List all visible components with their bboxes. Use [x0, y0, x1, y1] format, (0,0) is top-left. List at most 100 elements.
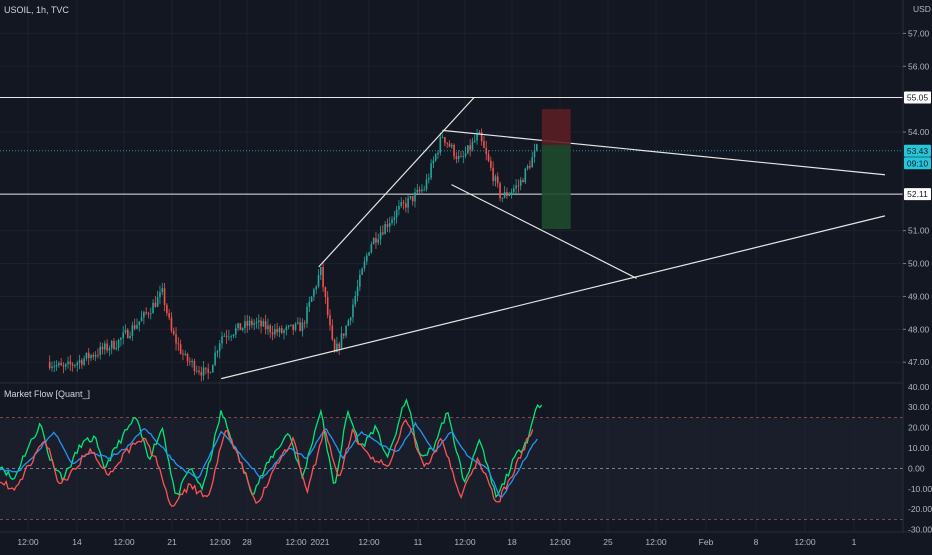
candle-body [269, 325, 272, 333]
take-profit-zone[interactable] [541, 145, 571, 230]
currency-label[interactable]: USD [913, 4, 931, 14]
candle-body [117, 339, 120, 348]
oscillator-pane [0, 397, 903, 520]
candle-body [363, 261, 366, 269]
candle-body [432, 160, 435, 164]
price-axis-label: 49.00 [908, 291, 930, 301]
candle-body [338, 343, 340, 349]
candle-body [317, 275, 320, 287]
candle-body [460, 155, 462, 157]
candle-body [143, 312, 145, 318]
time-axis[interactable]: 12:00 14 12:00 21 12:00 28 12:00 2021 12:00 11 12:… [17, 537, 856, 547]
candle-body [476, 133, 478, 141]
candle-body [90, 355, 92, 359]
candle-body [361, 268, 363, 275]
candle-body [315, 286, 318, 290]
candle-body [232, 334, 235, 337]
price-label-box [904, 144, 931, 157]
candle-body [97, 354, 99, 356]
candle-body [83, 358, 85, 365]
candle-body [464, 153, 467, 157]
candle-body [501, 197, 504, 199]
price-label-text: 52.11 [907, 189, 928, 199]
candle-body [87, 352, 90, 359]
candle-body [53, 366, 56, 368]
candles [48, 128, 538, 382]
candle-body [352, 304, 354, 318]
candle-body [533, 150, 536, 158]
candle-body [239, 323, 242, 331]
candle-body [331, 325, 334, 340]
candle-body [271, 332, 274, 335]
candle-body [255, 322, 258, 324]
indicator-header[interactable]: Market Flow [Quant_] [4, 389, 90, 399]
price-axis-label: 51.00 [908, 226, 930, 236]
candle-body [494, 176, 497, 182]
candle-body [234, 328, 237, 335]
candle-body [264, 321, 267, 330]
candle-body [189, 361, 191, 363]
candle-body [395, 209, 398, 218]
candle-body [519, 179, 522, 186]
candle-body [310, 296, 313, 302]
candle-body [313, 289, 315, 297]
oscillator-axis-label: 10.00 [908, 443, 930, 453]
candle-body [513, 188, 515, 192]
position-tool[interactable] [541, 109, 571, 230]
oscillator-axis-label: 0.00 [908, 463, 925, 473]
time-axis-label: 1 [852, 537, 857, 547]
price-label-box [904, 188, 931, 201]
trendline[interactable] [221, 215, 886, 380]
time-axis-label: 12:00 [645, 537, 667, 547]
candle-body [280, 328, 283, 333]
candle-body [267, 325, 269, 330]
candle-body [64, 364, 67, 367]
trendline-drawings[interactable] [221, 97, 886, 380]
trendline[interactable] [318, 97, 475, 268]
candle-body [427, 177, 430, 180]
candle-body [166, 304, 168, 314]
time-axis-label: 12:00 [113, 537, 135, 547]
candle-body [186, 353, 189, 362]
time-axis-label: 2021 [311, 537, 330, 547]
candle-body [230, 336, 232, 337]
oscillator-series-line [0, 421, 538, 498]
candle-body [462, 156, 465, 158]
trendline[interactable] [442, 129, 885, 176]
candle-body [402, 202, 405, 204]
candle-body [294, 323, 297, 330]
oscillator-axis[interactable]: 40.00 30.00 20.00 10.00 0.00 -10.00 -20.00 -30.… [908, 382, 932, 535]
candle-body [58, 363, 60, 366]
oscillator-axis-label: -10.00 [908, 484, 932, 494]
time-axis-label: 12:00 [794, 537, 816, 547]
candle-body [223, 335, 226, 337]
price-axis[interactable]: 57.00 56.00 54.00 51.00 50.00 49.00 48.00 47.00 [903, 28, 930, 367]
candle-body [76, 362, 79, 366]
candle-body [535, 144, 538, 151]
candle-body [496, 176, 499, 184]
candle-body [421, 189, 423, 192]
candle-body [55, 365, 58, 367]
oscillator-series-line [0, 418, 534, 508]
trendline[interactable] [451, 184, 637, 279]
candle-body [386, 224, 389, 227]
stop-loss-zone[interactable] [541, 109, 571, 146]
candle-body [191, 361, 193, 363]
candle-body [260, 320, 262, 327]
horizontal-levels [0, 97, 903, 195]
candle-body [170, 317, 173, 331]
candle-body [480, 132, 483, 142]
candle-body [152, 302, 154, 314]
price-axis-label: 54.00 [908, 127, 930, 137]
candle-body [274, 329, 276, 335]
candle-body [393, 217, 396, 220]
candle-body [450, 144, 453, 147]
oscillator-axis-label: -20.00 [908, 504, 932, 514]
symbol-header[interactable]: USOIL, 1h, TVC [4, 5, 69, 15]
candle-body [101, 346, 104, 350]
candle-body [113, 340, 115, 349]
candle-body [202, 367, 205, 376]
candle-body [292, 324, 295, 330]
candle-body [110, 340, 113, 349]
time-axis-label: 25 [603, 537, 613, 547]
